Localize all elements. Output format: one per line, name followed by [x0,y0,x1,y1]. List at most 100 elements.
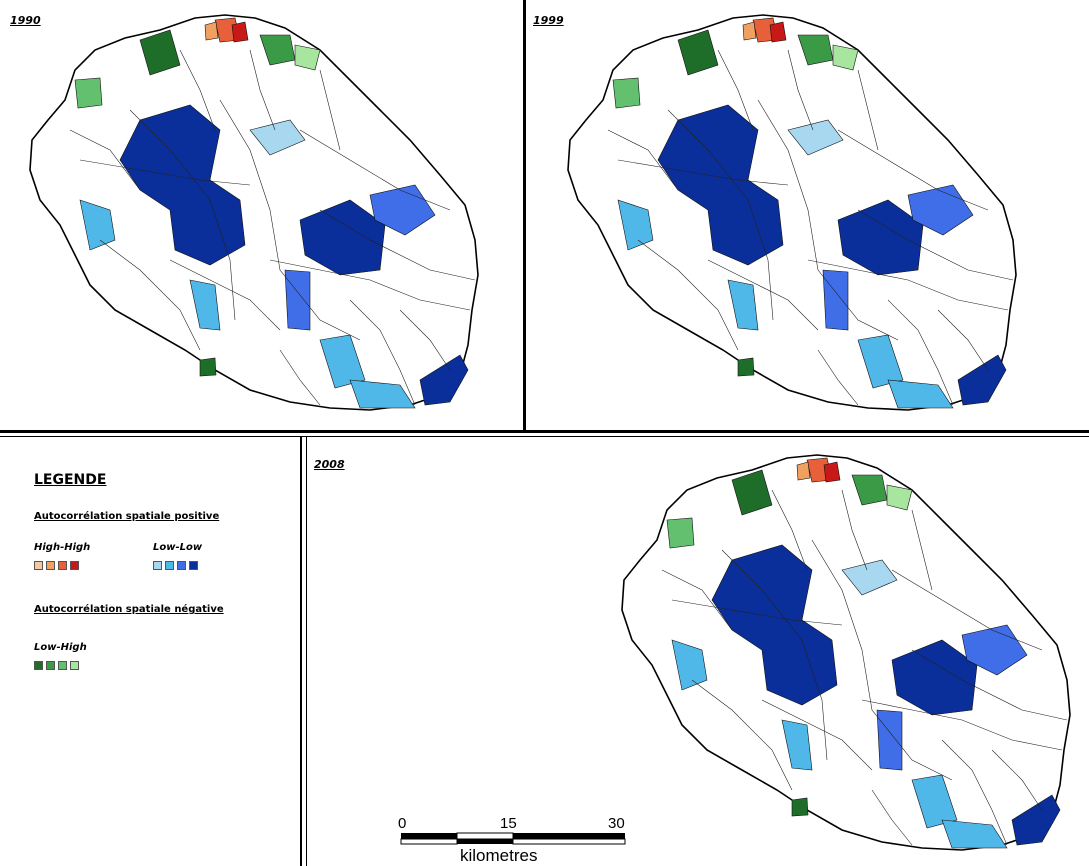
boundary-line [721,549,828,761]
boundary-line [319,209,476,281]
cluster-zone [617,199,654,251]
legend-negative-heading: Autocorrélation spatiale négative [34,604,224,615]
boundary-line [707,259,819,331]
boundary-line [129,109,236,321]
boundary-line [79,159,251,186]
boundary-line [871,789,913,846]
legend-swatch [34,661,43,670]
cluster-zone [204,21,219,41]
legend-swatch [58,561,67,570]
boundary-line [811,539,953,781]
cluster-zone [731,469,773,516]
cluster-zone [657,104,784,266]
island-outline [29,14,479,411]
cluster-zone [857,334,904,389]
boundary-line [761,699,873,771]
cluster-zone [941,819,1008,849]
cluster-zone [294,44,321,71]
cluster-zone [139,29,181,76]
boundary-line [817,349,859,406]
boundary-line [771,489,808,571]
cluster-zone [671,639,708,691]
cluster-zone [284,269,311,331]
boundary-line [269,259,471,311]
cluster-zone [781,719,813,771]
boundary-line [911,509,933,591]
cluster-zone [612,77,641,109]
boundary-line [299,129,451,211]
cluster-zone [249,119,306,156]
boundary-line [857,209,1014,281]
legend-swatch [189,561,198,570]
map-1990 [29,14,479,411]
map-year-label-1990: 1990 [10,14,41,27]
scale-tick-15: 15 [500,815,517,832]
cluster-zone [957,354,1007,406]
boundary-line [787,49,814,131]
boundary-line [99,239,201,351]
boundary-line [179,49,216,131]
cluster-zone [199,357,217,377]
island-outline [621,454,1071,851]
boundary-line [169,259,281,331]
legend-swatch [46,561,55,570]
cluster-zone [677,29,719,76]
legend-swatch [70,661,79,670]
boundary-line [941,739,1008,846]
boundary-line [319,69,341,151]
boundary-line [717,49,754,131]
boundary-line [911,649,1068,721]
legend-title: LEGENDE [34,472,107,488]
cluster-zone [666,517,695,549]
boundary-line [667,109,774,321]
cluster-zone [876,709,903,771]
legend-low-low-label: Low-Low [153,542,203,553]
map-1999 [567,14,1017,411]
legend-swatch [153,561,162,570]
scale-unit-label: kilometres [460,846,538,865]
boundary-line [279,349,321,406]
boundary-line [937,309,989,371]
horizontal-divider-inner [0,436,1089,437]
cluster-zone [796,461,811,481]
boundary-line [807,259,1009,311]
cluster-zone [769,21,787,43]
vertical-divider-top [523,0,526,432]
legend-swatch [177,561,186,570]
cluster-zone [299,199,386,276]
boundary-line [617,159,789,186]
cluster-zone [841,559,898,596]
legend-high-high-swatches [34,561,79,570]
map-year-label-1999: 1999 [533,14,564,27]
cluster-zone [911,774,958,829]
scale-tick-30: 30 [608,815,625,832]
boundary-line [219,99,361,341]
legend-high-high-label: High-High [34,542,91,553]
island-outline [567,14,1017,411]
boundary-line [661,569,733,631]
boundary-line [607,129,679,191]
cluster-zone [823,461,841,483]
legend-swatch [46,661,55,670]
legend-low-high-label: Low-High [34,642,87,653]
legend-low-high-swatches [34,661,79,670]
cluster-zone [189,279,221,331]
cluster-zone [742,21,757,41]
boundary-line [671,599,843,626]
boundary-line [249,49,276,131]
cluster-zone [231,21,249,43]
boundary-line [691,679,793,791]
boundary-line [861,699,1063,751]
cluster-zone [74,77,103,109]
cluster-zone [79,199,116,251]
cluster-zone [1011,794,1061,846]
boundary-line [991,749,1043,811]
boundary-line [887,299,954,406]
legend-swatch [70,561,79,570]
scale-tick-0: 0 [398,815,407,832]
cluster-zone [787,119,844,156]
vertical-divider-bottom [300,436,302,866]
boundary-line [857,69,879,151]
cluster-zone [832,44,859,71]
cluster-zone [791,797,809,817]
